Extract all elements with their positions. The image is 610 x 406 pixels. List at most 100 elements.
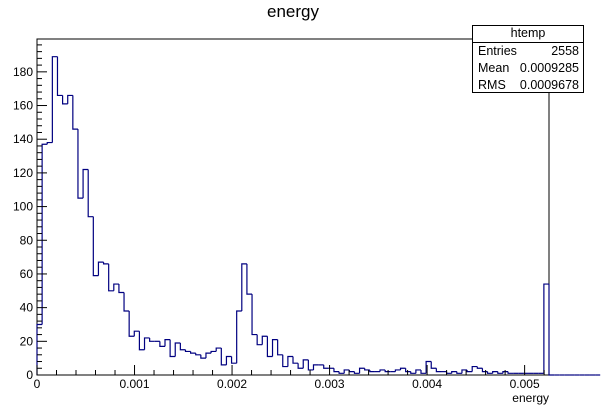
stats-row-mean: Mean 0.0009285 <box>473 60 583 77</box>
y-tick-label: 80 <box>20 233 34 247</box>
histogram-bin <box>486 371 493 374</box>
histogram-bin <box>338 371 345 374</box>
stats-box: htemp Entries 2558 Mean 0.0009285 RMS 0.… <box>472 25 584 93</box>
histogram-bin <box>225 355 232 365</box>
stats-row-entries: Entries 2558 <box>473 43 583 60</box>
histogram-bin <box>292 356 299 364</box>
histogram-bin <box>184 349 191 353</box>
x-tick-label: 0 <box>34 377 41 391</box>
histogram-bin <box>343 369 350 374</box>
y-tick-label: 120 <box>13 166 33 180</box>
histogram-bin <box>471 365 478 372</box>
x-axis-label: energy <box>512 391 549 405</box>
histogram-bin <box>82 168 89 199</box>
histogram-bin <box>323 364 329 369</box>
histogram-bin <box>405 368 411 373</box>
histogram-bin <box>97 261 104 276</box>
histogram-bin <box>108 263 114 292</box>
histogram-bin <box>353 371 360 374</box>
histogram-bin <box>138 331 145 351</box>
histogram-bin <box>425 360 432 374</box>
histogram-bin <box>190 351 196 354</box>
histogram-bin <box>277 339 283 356</box>
histogram-bin <box>502 371 509 374</box>
histogram-bin <box>246 263 253 295</box>
histogram-bin <box>271 339 278 357</box>
histogram-bin <box>379 369 386 372</box>
histogram-bin <box>174 342 181 357</box>
histogram-bin <box>87 169 94 218</box>
histogram-bin <box>36 323 43 375</box>
mean-value: 0.0009285 <box>519 61 579 75</box>
histogram-bin <box>364 368 370 371</box>
histogram-bin <box>46 141 53 145</box>
histogram-bin <box>179 343 186 351</box>
x-tick-label: 0.002 <box>217 377 247 391</box>
entries-label: Entries <box>478 44 517 58</box>
histogram-bin <box>102 262 109 265</box>
histogram-bin <box>446 371 452 374</box>
y-tick-label: 100 <box>13 200 33 214</box>
histogram-bin <box>435 368 442 373</box>
rms-label: RMS <box>478 78 506 92</box>
histogram-bin <box>461 369 468 374</box>
x-tick-label: 0.003 <box>315 377 345 391</box>
histogram-bin <box>476 366 483 369</box>
x-tick-label: 0.001 <box>120 377 150 391</box>
histogram-bin <box>369 369 375 373</box>
histogram-bin <box>149 337 155 342</box>
histogram-bin <box>230 356 237 364</box>
histogram-bin <box>62 95 68 105</box>
histogram-bin <box>118 284 125 294</box>
histogram-bin <box>348 369 355 373</box>
histogram-bin <box>128 311 135 337</box>
histogram-bin <box>333 368 340 373</box>
histogram-bin <box>543 283 549 374</box>
histogram-bin <box>200 354 206 359</box>
histogram-bin <box>169 339 176 358</box>
chart-title: energy <box>267 2 319 21</box>
histogram-bin <box>195 353 201 356</box>
histogram-bin <box>92 216 99 277</box>
histogram-bin <box>297 363 304 369</box>
histogram-bin <box>67 94 73 104</box>
histogram-bin <box>215 347 222 352</box>
histogram-bin <box>159 341 165 347</box>
histogram-bin <box>497 371 503 374</box>
histogram-bin <box>456 371 462 374</box>
histogram-bin <box>143 337 150 350</box>
histogram-bin <box>312 364 319 370</box>
histogram-bin <box>123 292 130 312</box>
rms-value: 0.0009678 <box>519 78 579 92</box>
entries-value: 2558 <box>551 44 579 58</box>
histogram-bin <box>415 369 421 374</box>
histogram-bin <box>164 339 171 347</box>
histogram-bin <box>492 371 498 374</box>
y-tick-label: 140 <box>13 132 33 146</box>
histogram-bin <box>133 330 140 337</box>
histogram-bin <box>507 371 514 374</box>
histogram-bin <box>307 359 314 371</box>
histogram-bin <box>481 368 488 373</box>
y-tick-label: 0 <box>26 368 33 382</box>
y-tick-label: 60 <box>20 267 34 281</box>
histogram-bin <box>210 350 217 354</box>
histogram-bin <box>302 359 309 369</box>
histogram-bin <box>41 143 48 325</box>
histogram-bin <box>420 369 427 374</box>
y-tick-label: 180 <box>13 65 33 79</box>
histogram-bin <box>548 284 555 376</box>
histogram-bin <box>113 283 119 291</box>
histogram-bin <box>72 95 78 130</box>
histogram-bin <box>261 335 268 345</box>
y-tick-label: 20 <box>20 334 34 348</box>
x-tick-label: 0.005 <box>510 377 540 391</box>
histogram-bin <box>251 294 258 336</box>
histogram-bin <box>266 336 273 358</box>
histogram-bin <box>51 56 58 143</box>
histogram-bin <box>256 334 263 346</box>
histogram-bin <box>287 355 293 367</box>
histogram-bin <box>466 369 473 373</box>
y-tick-label: 40 <box>20 301 34 315</box>
